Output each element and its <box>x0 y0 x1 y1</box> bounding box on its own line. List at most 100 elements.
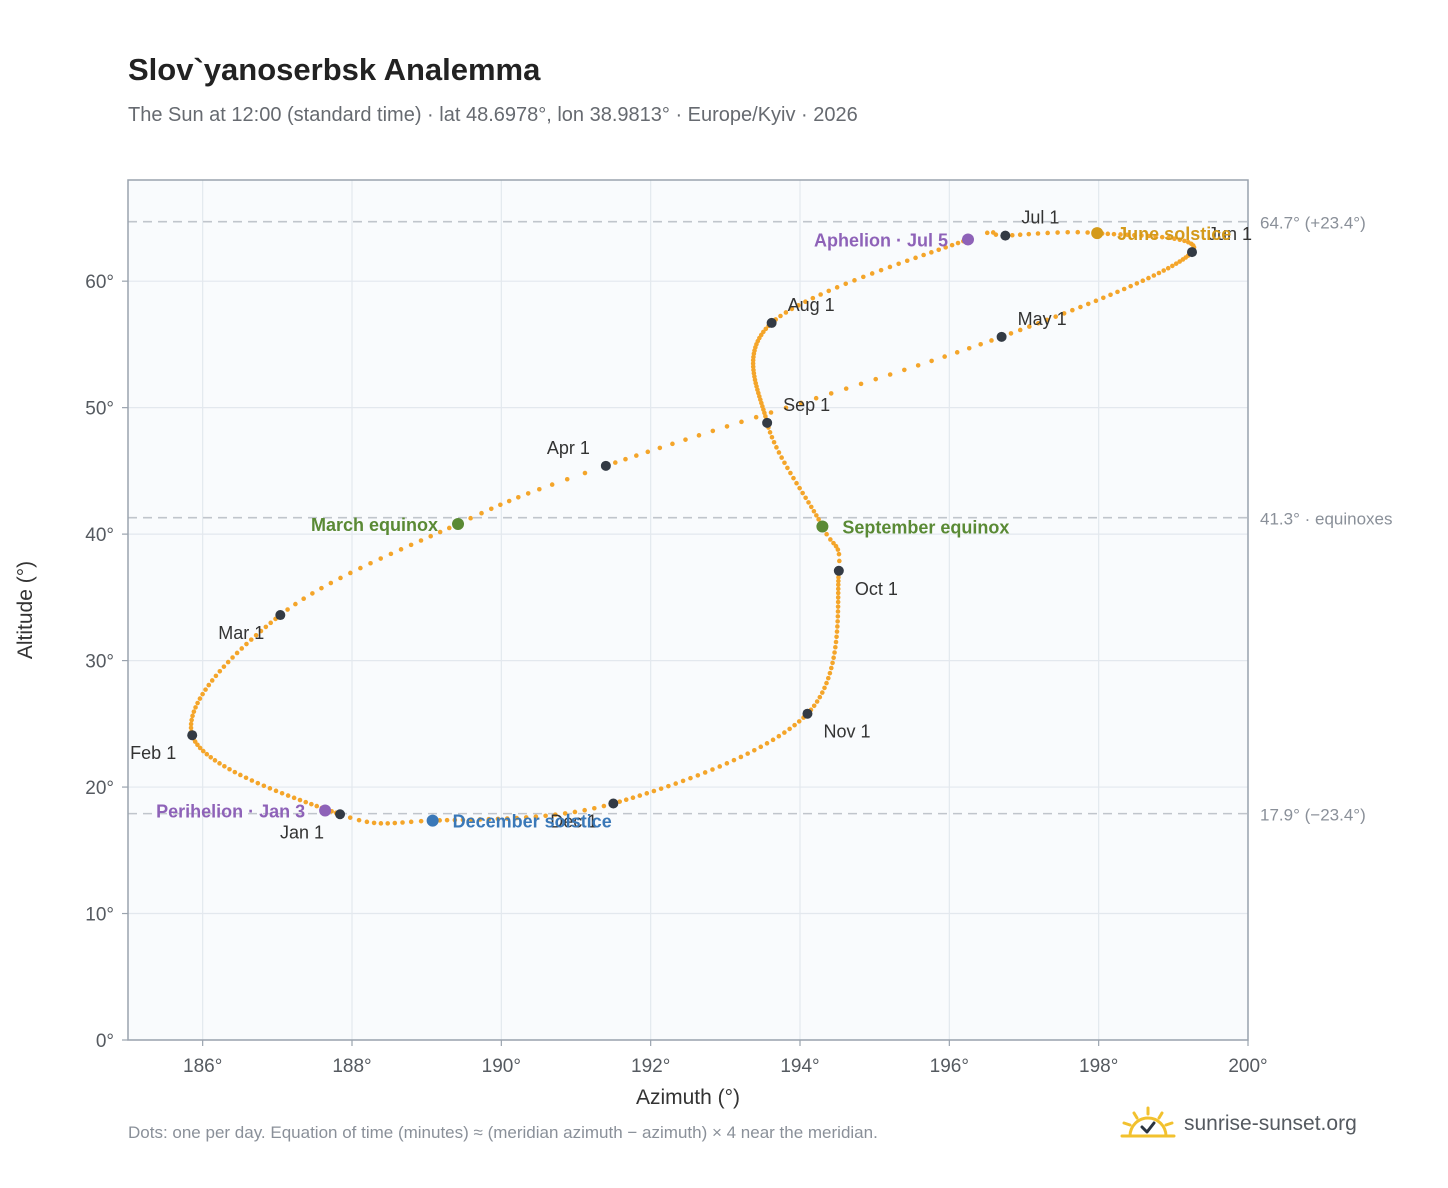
day-dot <box>818 292 823 297</box>
day-dot <box>811 703 817 709</box>
day-dot <box>1121 286 1127 292</box>
day-dot <box>788 470 793 476</box>
day-dot <box>811 508 817 514</box>
day-dot <box>314 803 320 809</box>
day-dot <box>904 258 910 264</box>
day-dot <box>1156 270 1162 276</box>
day-dot <box>213 673 219 679</box>
day-dot <box>710 428 716 434</box>
day-dot <box>1151 273 1157 278</box>
day-dot <box>562 811 568 816</box>
day-dot <box>1105 231 1111 237</box>
day-dot <box>724 761 730 766</box>
event-marker <box>962 233 974 246</box>
event-label: Perihelion · Jan 3 <box>156 801 305 821</box>
day-dot <box>1061 311 1067 316</box>
day-dot <box>248 637 254 642</box>
month-marker <box>762 417 773 428</box>
month-label: Oct 1 <box>855 579 898 599</box>
day-dot <box>1075 229 1081 235</box>
day-dot <box>696 433 702 438</box>
day-dot <box>582 470 588 476</box>
day-dot <box>506 498 512 504</box>
day-dot <box>831 655 836 661</box>
day-dot <box>658 786 664 791</box>
day-dot <box>1161 268 1167 273</box>
day-dot <box>217 761 222 766</box>
day-dot <box>1173 261 1179 266</box>
brand-name: sunrise-sunset.org <box>1184 1112 1357 1135</box>
day-dot <box>1108 292 1113 298</box>
day-dot <box>949 242 955 248</box>
day-dot <box>446 525 452 531</box>
day-dot <box>267 786 273 791</box>
event-marker <box>452 518 465 530</box>
day-dot <box>835 582 841 588</box>
day-dot <box>486 816 492 822</box>
y-tick-label: 60° <box>85 272 114 293</box>
month-label: Mar 1 <box>218 623 264 643</box>
x-tick-label: 194° <box>780 1056 819 1077</box>
day-dot <box>460 817 466 823</box>
day-dot <box>388 551 394 557</box>
day-dot <box>738 754 744 760</box>
day-dot <box>195 742 200 748</box>
day-dot <box>637 793 643 798</box>
day-dot <box>896 261 901 267</box>
day-dot <box>666 783 671 789</box>
day-dot <box>468 515 473 521</box>
y-tick-label: 20° <box>85 778 114 799</box>
day-dot <box>356 817 362 823</box>
day-dot <box>188 721 194 727</box>
day-dot <box>813 395 819 401</box>
day-dot <box>785 465 790 471</box>
day-dot <box>1182 238 1187 244</box>
day-dot <box>644 791 650 796</box>
month-label: Jun 1 <box>1208 224 1252 244</box>
month-marker <box>275 610 286 621</box>
day-dot <box>1140 278 1146 284</box>
x-axis-label: Azimuth (°) <box>636 1086 740 1109</box>
day-dot <box>826 288 832 294</box>
day-dot <box>217 668 223 674</box>
day-dot <box>797 485 802 491</box>
day-dot <box>285 793 291 798</box>
y-tick-label: 10° <box>85 905 114 926</box>
month-label: Aug 1 <box>788 295 835 315</box>
day-dot <box>673 781 679 786</box>
day-dot <box>645 449 651 455</box>
day-dot <box>833 639 839 645</box>
day-dot <box>913 255 918 261</box>
day-dot <box>249 778 255 783</box>
day-dot <box>695 773 701 778</box>
day-dot <box>523 815 529 820</box>
day-dot <box>835 547 841 552</box>
day-dot <box>791 475 796 481</box>
y-tick-label: 0° <box>96 1031 114 1052</box>
day-dot <box>230 655 235 660</box>
event-markers: March equinox September equinox June solst… <box>156 224 1231 831</box>
day-dot <box>966 345 972 351</box>
event-label: Aphelion · Jul 5 <box>814 230 948 250</box>
day-dot <box>190 713 195 719</box>
day-dot <box>212 758 218 763</box>
x-tick-label: 200° <box>1228 1056 1267 1077</box>
brand[interactable]: sunrise-sunset.org <box>1120 1102 1357 1146</box>
day-dot <box>243 775 249 781</box>
day-dot <box>553 812 558 818</box>
x-tick-label: 196° <box>930 1056 969 1077</box>
day-dot <box>770 737 776 743</box>
day-dot <box>852 278 857 283</box>
day-dot <box>408 542 414 548</box>
month-marker <box>802 708 813 719</box>
day-dot <box>1153 234 1158 239</box>
month-label: May 1 <box>1018 309 1067 329</box>
day-dot <box>1165 265 1171 271</box>
day-dot <box>206 682 212 688</box>
day-dot <box>1159 234 1165 240</box>
day-dot <box>837 558 842 564</box>
day-dot <box>368 560 373 566</box>
day-dot <box>444 817 450 823</box>
day-dot <box>1146 275 1151 281</box>
day-dot <box>495 816 501 822</box>
